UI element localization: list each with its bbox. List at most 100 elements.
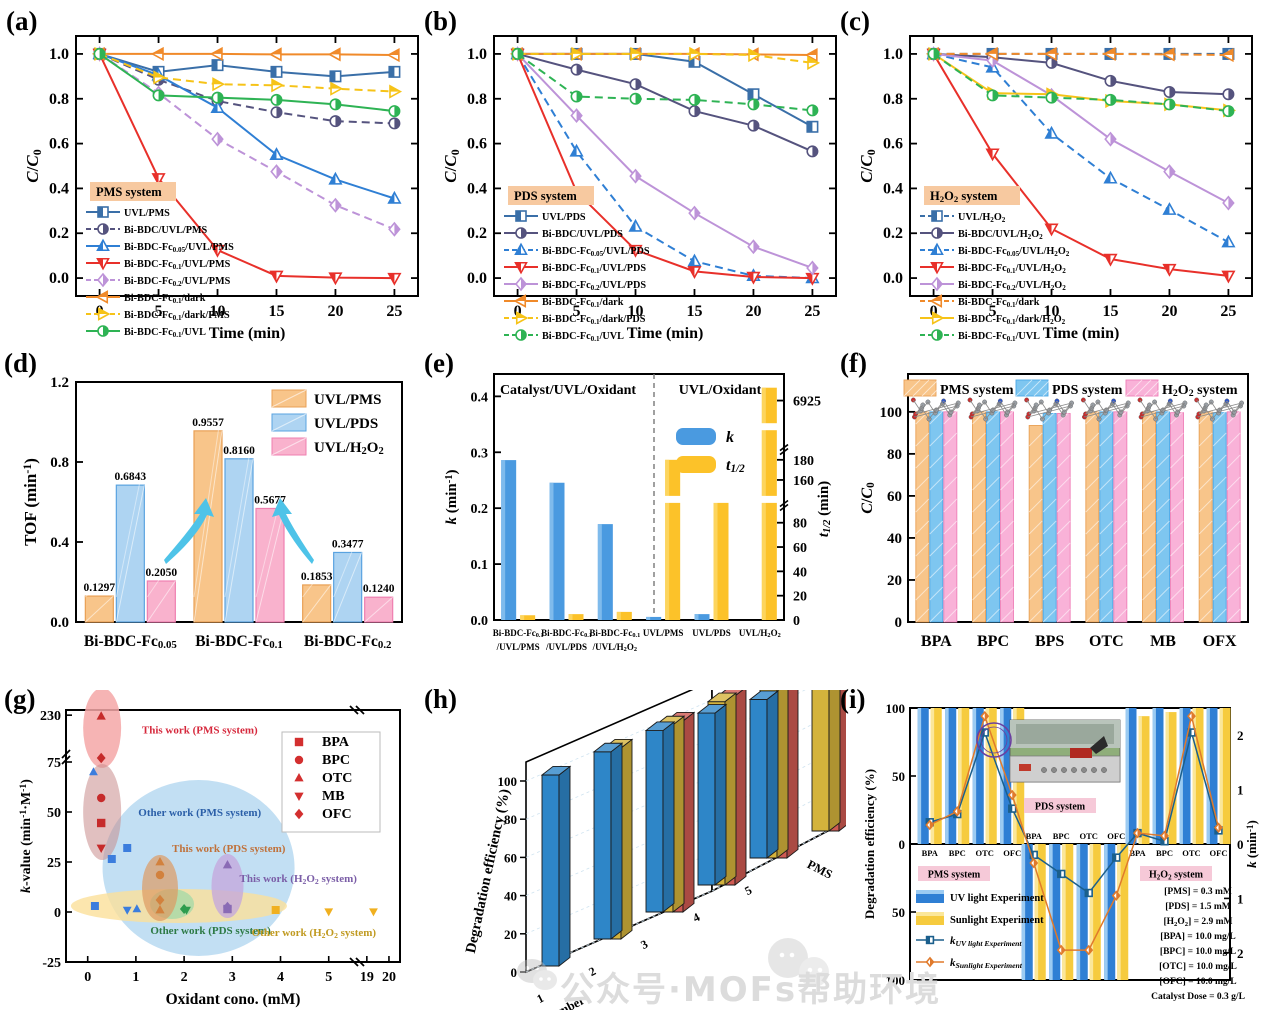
x-tick-label: MB	[1150, 633, 1176, 650]
x-tick-label: OTC	[1182, 848, 1200, 858]
svg-text:0.1: 0.1	[471, 558, 489, 573]
svg-text:PDS system: PDS system	[1052, 383, 1123, 398]
bar-f-1-2	[1000, 410, 1014, 623]
bar-f-2-2	[1056, 410, 1071, 623]
molecule-icon	[1024, 397, 1074, 422]
annotation-2: This work (PDS system)	[172, 843, 286, 855]
svg-text:C/C0: C/C0	[23, 149, 44, 182]
panel-label-c: (c)	[840, 6, 870, 36]
molecule-icon	[1137, 397, 1188, 422]
cycle-tick: 4	[690, 910, 702, 925]
region-this-pms	[83, 764, 122, 860]
condition-line: [OFC] = 10.0 mg/L	[1159, 977, 1236, 987]
bar3d-h-0-0	[540, 765, 572, 967]
svg-text:0.2: 0.2	[471, 502, 489, 517]
svg-text:1: 1	[1237, 891, 1244, 906]
svg-text:1.0: 1.0	[49, 46, 69, 63]
svg-text:15: 15	[268, 303, 284, 320]
svg-text:20: 20	[887, 573, 902, 589]
x-tick-label: BPA	[1026, 831, 1043, 841]
svg-text:Time (min): Time (min)	[1043, 325, 1120, 342]
svg-text:0.4: 0.4	[467, 180, 487, 197]
svg-text:20: 20	[793, 590, 807, 605]
chart-b: 0 5 10 15 20 25 0.0 0.2 0.4 0.6 0.8 1.0 Time (min) C/…	[441, 35, 837, 343]
svg-text:60: 60	[504, 850, 517, 865]
panel-label-a: (a)	[6, 6, 38, 36]
cycle-tick: 5	[742, 883, 754, 898]
svg-text:Bi-BDC-Fc0.2/UVL/H2O2: Bi-BDC-Fc0.2/UVL/H2O2	[958, 280, 1066, 292]
svg-text:Bi-BDC-Fc0.1/dark: Bi-BDC-Fc0.1/dark	[542, 297, 624, 309]
chart-f: 0 20 40 60 80 100 C/C0 BPA BPC BPS OTC MB OFX PMS sys…	[859, 373, 1249, 650]
bar-e-k-3	[646, 616, 662, 620]
svg-text:20: 20	[504, 927, 517, 942]
svg-text:Bi-BDC-Fc0.1/UVL: Bi-BDC-Fc0.1/UVL	[124, 327, 206, 339]
svg-text:kSunlight Experiment: kSunlight Experiment	[950, 957, 1023, 970]
svg-text:60: 60	[887, 489, 902, 505]
svg-text:/UVL/H2O2: /UVL/H2O2	[592, 642, 637, 653]
bar-f-0-0	[915, 410, 930, 623]
condition-line: [BPA] = 10.0 mg/L	[1160, 932, 1235, 942]
svg-text:10: 10	[1044, 303, 1060, 320]
bar-i-0-0	[917, 708, 942, 844]
panel-i: 100 50 0 50 100 2 1 0 1 2 Degradation efficiency (…	[858, 690, 1264, 1010]
svg-text:1.0: 1.0	[883, 46, 903, 63]
svg-text:PMS system: PMS system	[96, 185, 162, 199]
x-tick-label: BPA	[921, 633, 952, 650]
svg-text:75: 75	[47, 756, 61, 771]
badge-pms	[918, 866, 990, 881]
svg-text:1: 1	[1237, 783, 1244, 798]
legend-f-1: PDS system	[1015, 379, 1123, 398]
svg-text:0.8: 0.8	[467, 91, 487, 108]
panel-h: 0 20 40 60 80 100 Degradation efficiency (%) 1 2…	[436, 690, 846, 1010]
svg-text:Bi-BDC/UVL/PMS: Bi-BDC/UVL/PMS	[124, 225, 208, 236]
svg-text:0.2: 0.2	[883, 225, 903, 242]
bar-e-k-1	[549, 482, 565, 620]
svg-text:2: 2	[181, 970, 188, 985]
svg-text:10: 10	[210, 303, 226, 320]
svg-text:4: 4	[277, 970, 284, 985]
svg-text:100: 100	[886, 701, 906, 716]
bar3d-h-1-4	[811, 690, 841, 832]
bar-f-4-2	[1170, 410, 1184, 623]
svg-text:40: 40	[793, 565, 807, 580]
svg-text:0.0: 0.0	[471, 614, 489, 629]
svg-text:Degradation efficiency (%): Degradation efficiency (%)	[862, 769, 877, 919]
svg-text:15: 15	[1102, 303, 1118, 320]
condition-line: [PMS] = 0.3 mM	[1164, 887, 1232, 897]
legend-e-k-swatch	[676, 428, 716, 445]
bar-i-0-1	[945, 708, 970, 844]
svg-text:kUV light Experiment: kUV light Experiment	[950, 935, 1022, 948]
bar-d-0-0	[84, 570, 114, 623]
svg-text:40: 40	[887, 531, 902, 547]
region-this-h2o2	[211, 854, 244, 918]
svg-text:PMS system: PMS system	[928, 870, 981, 881]
svg-text:UV light Experiment: UV light Experiment	[950, 893, 1044, 904]
svg-text:160: 160	[793, 474, 814, 489]
panel-label-h: (h)	[424, 684, 457, 714]
svg-text:0.8: 0.8	[50, 455, 69, 471]
svg-text:Bi-BDC-Fc0.2/UVL/PMS: Bi-BDC-Fc0.2/UVL/PMS	[124, 276, 231, 288]
molecule-icon	[967, 397, 1018, 422]
legend-item-b-1: Bi-BDC/UVL/PDS	[504, 227, 623, 240]
x-tick-label: BPC	[977, 633, 1009, 650]
svg-text:C/C0: C/C0	[857, 149, 878, 182]
svg-text:UVL/PMS: UVL/PMS	[643, 628, 684, 638]
panel-e: 0.0 0.1 0.2 0.3 0.4 k (min-1) 0 20 40 60 80 160 180 6…	[436, 352, 844, 677]
svg-text:50: 50	[47, 806, 61, 821]
wechat-watermark	[768, 938, 829, 987]
bar-i-1-2	[1076, 844, 1101, 980]
svg-text:Bi-BDC-Fc0.05: Bi-BDC-Fc0.05	[84, 633, 178, 651]
cycle-tick: 3	[638, 937, 650, 952]
svg-text:0.6: 0.6	[883, 136, 903, 153]
bar-e-k-4	[694, 614, 710, 620]
svg-text:UVL/Oxidant: UVL/Oxidant	[679, 383, 762, 398]
svg-text:25: 25	[386, 303, 402, 320]
svg-text:H2O2 system: H2O2 system	[1149, 870, 1204, 882]
svg-text:20: 20	[1161, 303, 1177, 320]
svg-text:UVL/PDS: UVL/PDS	[542, 212, 586, 223]
annotation-3: This work (H2O2 system)	[240, 873, 358, 886]
bar-d-1-1	[224, 433, 254, 623]
x-tick-label: OFC	[1107, 831, 1125, 841]
legend-item-b-6: Bi-BDC-Fc0.1/dark/PDS	[504, 311, 646, 326]
